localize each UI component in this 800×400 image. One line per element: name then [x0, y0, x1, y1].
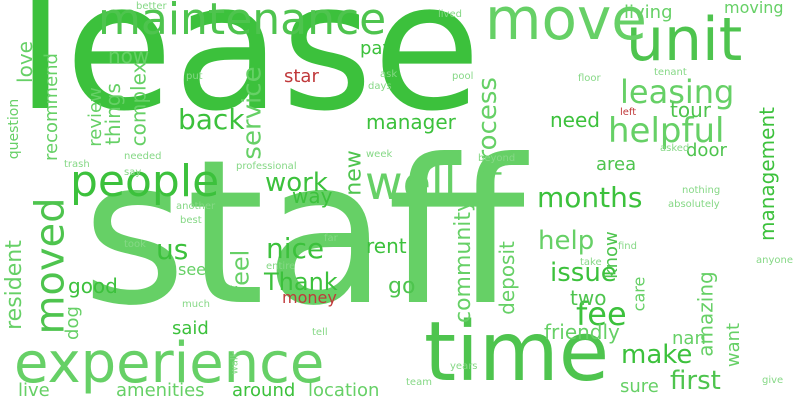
- word-friendly: friendly: [544, 320, 620, 344]
- word-lease: lease: [16, 0, 482, 150]
- word-asked: asked: [660, 143, 690, 154]
- word-take: take: [580, 257, 602, 268]
- word-issue: issue: [550, 258, 617, 288]
- word-ask: ask: [380, 69, 398, 80]
- word-know: know: [600, 231, 622, 279]
- word-review: review: [84, 87, 106, 147]
- word-help: help: [538, 226, 595, 256]
- word-time: time: [424, 305, 610, 400]
- word-maintenance: maintenance: [98, 0, 387, 45]
- word-make: make: [621, 340, 693, 370]
- word-Thank: Thank: [264, 268, 338, 296]
- word-took: took: [124, 239, 146, 250]
- word-now: now: [108, 44, 150, 68]
- word-location: location: [308, 380, 380, 400]
- word-needed: needed: [124, 151, 162, 162]
- word-walk: walk: [229, 351, 241, 375]
- word-question: question: [6, 98, 23, 160]
- word-complex: complex: [126, 61, 151, 147]
- word-trash: trash: [64, 159, 90, 170]
- word-back: back: [178, 103, 245, 136]
- word-moving: moving: [724, 0, 784, 17]
- word-anyone: anyone: [756, 255, 793, 266]
- word-find: find: [618, 241, 637, 252]
- word-deposit: deposit: [494, 241, 519, 315]
- word-management: management: [754, 107, 779, 241]
- word-much: much: [182, 299, 210, 310]
- word-go: go: [388, 274, 416, 299]
- word-tell: tell: [312, 327, 328, 338]
- word-beyond: beyond: [478, 153, 516, 164]
- word-team: team: [406, 377, 432, 388]
- word-things: things: [100, 83, 125, 145]
- word-professional: professional: [236, 161, 297, 172]
- word-want: want: [723, 322, 745, 368]
- word-sure: sure: [620, 376, 659, 397]
- word-manager: manager: [366, 110, 456, 134]
- word-nothing: nothing: [682, 185, 721, 196]
- word-love: love: [12, 41, 37, 83]
- word-dog: dog: [61, 306, 83, 340]
- word-helpful: helpful: [608, 111, 725, 151]
- word-living: living: [624, 2, 673, 23]
- word-people: people: [70, 156, 220, 207]
- word-area: area: [596, 154, 637, 175]
- word-say: say: [124, 167, 142, 178]
- word-unit: unit: [626, 5, 743, 75]
- word-floor: floor: [578, 73, 601, 84]
- word-two: two: [570, 286, 607, 310]
- word-put: put: [186, 71, 203, 82]
- word-well: well: [365, 156, 457, 210]
- word-better: better: [136, 1, 167, 12]
- word-best: best: [180, 215, 202, 226]
- word-first: first: [670, 366, 721, 396]
- word-months: months: [537, 181, 643, 214]
- word-need: need: [550, 108, 600, 132]
- word-tour: tour: [670, 98, 711, 122]
- word-week: week: [366, 149, 393, 160]
- word-work: work: [265, 168, 328, 198]
- word-amenities: amenities: [116, 380, 205, 400]
- word-community: community: [451, 198, 477, 324]
- word-absolutely: absolutely: [668, 199, 720, 210]
- word-give: give: [762, 375, 784, 386]
- word-us: us: [156, 233, 189, 266]
- word-money: money: [282, 288, 337, 307]
- word-good: good: [68, 274, 118, 298]
- word-live: live: [18, 380, 50, 400]
- word-days: days: [368, 81, 392, 92]
- word-years: years: [450, 361, 478, 372]
- word-around: around: [232, 380, 296, 400]
- word-resident: resident: [1, 240, 27, 330]
- word-service: service: [237, 66, 268, 160]
- word-another: another: [176, 201, 216, 212]
- word-door: door: [686, 140, 727, 161]
- word-far: far: [324, 233, 338, 244]
- word-said: said: [172, 318, 209, 339]
- word-left: left: [620, 107, 637, 118]
- word-lived: lived: [438, 9, 462, 20]
- word-recommend: recommend: [40, 53, 62, 161]
- word-nan: nan: [672, 328, 706, 349]
- word-see: see: [178, 260, 207, 279]
- word-leasing: leasing: [620, 73, 735, 111]
- word-feel: feel: [226, 249, 255, 295]
- word-entire: entire: [266, 261, 296, 272]
- word-experience: experience: [14, 331, 325, 396]
- word-nice: nice: [266, 232, 325, 265]
- word-rent: rent: [366, 234, 407, 258]
- word-star: star: [284, 66, 319, 87]
- word-pool: pool: [452, 71, 474, 82]
- word-new: new: [341, 150, 367, 196]
- word-way: way: [292, 184, 333, 208]
- word-fee: fee: [576, 295, 627, 333]
- word-pay: pay: [360, 38, 394, 59]
- word-staff: staff: [82, 117, 525, 350]
- word-move: move: [485, 0, 647, 53]
- word-care: care: [629, 276, 649, 312]
- word-tenant: tenant: [654, 67, 687, 78]
